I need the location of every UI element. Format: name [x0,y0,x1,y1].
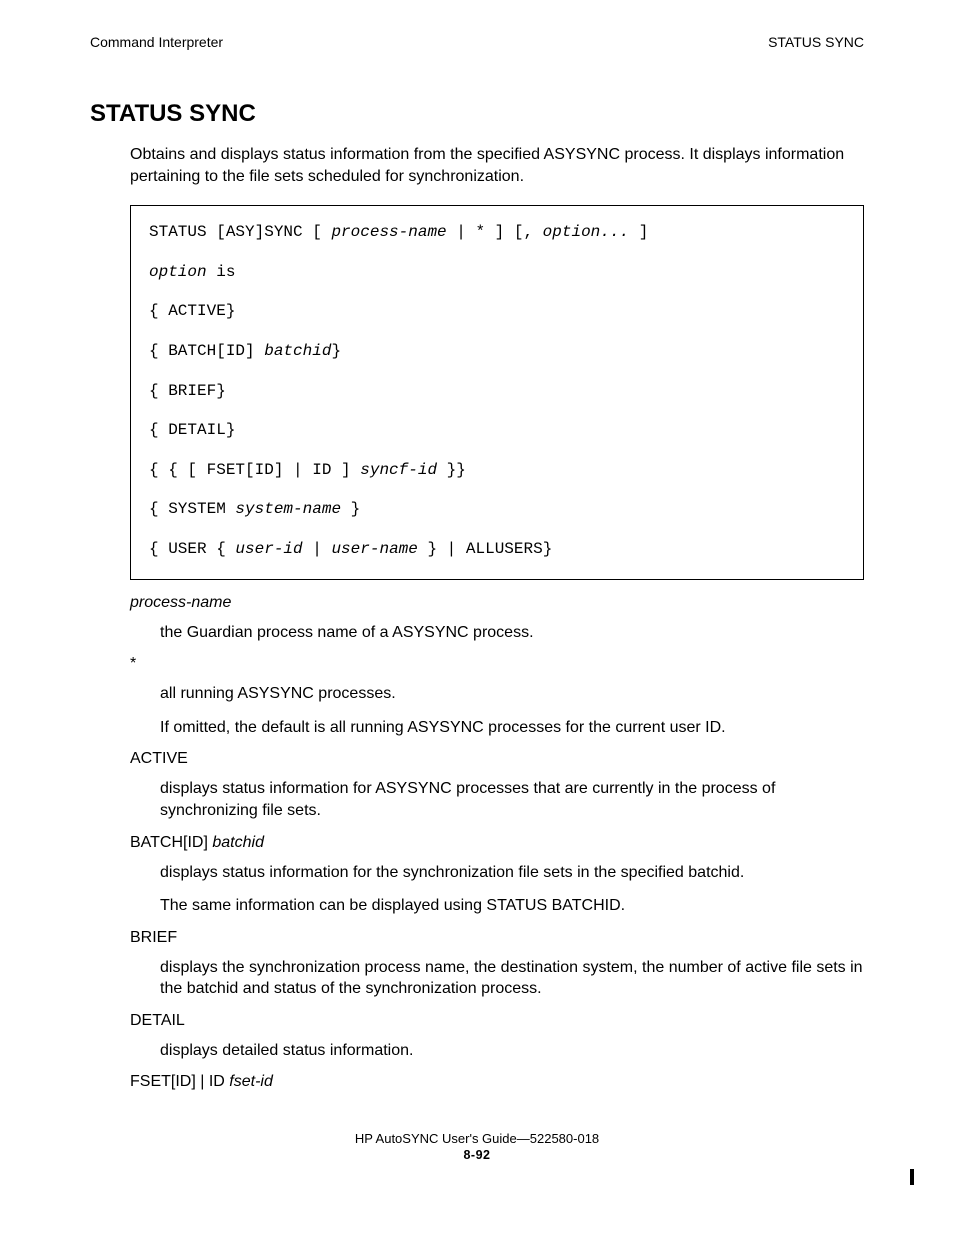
footer-guide-ref: HP AutoSYNC User's Guide—522580-018 [90,1131,864,1146]
term-italic: batchid [212,834,264,851]
syntax-text: } | ALLUSERS} [418,540,552,558]
page-container: Command Interpreter STATUS SYNC STATUS S… [0,0,954,1235]
syntax-line-6: { DETAIL} [149,420,845,442]
syntax-text: { USER { [149,540,235,558]
syntax-text: | * ] [, [447,223,543,241]
syntax-italic: syncf-id [360,461,437,479]
syntax-line-8: { SYSTEM system-name } [149,499,845,521]
term-brief: BRIEF [130,929,864,947]
term-fsetid: FSET[ID] | ID fset-id [130,1073,864,1091]
syntax-text: { SYSTEM [149,500,235,518]
syntax-line-5: { BRIEF} [149,381,845,403]
def-active: displays status information for ASYSYNC … [160,778,864,821]
revision-bar-icon [910,1169,914,1185]
syntax-text: is [207,263,236,281]
syntax-line-2: option is [149,262,845,284]
intro-paragraph: Obtains and displays status information … [130,144,864,187]
syntax-italic: system-name [235,500,341,518]
syntax-text: } [331,342,341,360]
section-title: STATUS SYNC [90,100,864,128]
syntax-text: | [303,540,332,558]
def-batchid-2: The same information can be displayed us… [160,895,864,917]
syntax-text: }} [437,461,466,479]
syntax-italic: option [149,263,207,281]
syntax-italic: batchid [264,342,331,360]
term-asterisk: * [130,655,864,673]
syntax-line-1: STATUS [ASY]SYNC [ process-name | * ] [,… [149,222,845,244]
syntax-text: { BATCH[ID] [149,342,264,360]
term-text: FSET[ID] | ID [130,1073,229,1090]
syntax-text: STATUS [ASY]SYNC [ [149,223,331,241]
syntax-text: } [341,500,360,518]
syntax-italic: user-name [331,540,417,558]
def-brief: displays the synchronization process nam… [160,957,864,1000]
syntax-line-9: { USER { user-id | user-name } | ALLUSER… [149,539,845,561]
term-batchid: BATCH[ID] batchid [130,834,864,852]
def-process-name: the Guardian process name of a ASYSYNC p… [160,622,864,644]
header-left: Command Interpreter [90,34,223,50]
syntax-line-4: { BATCH[ID] batchid} [149,341,845,363]
syntax-text: { { [ FSET[ID] | ID ] [149,461,360,479]
syntax-line-7: { { [ FSET[ID] | ID ] syncf-id }} [149,460,845,482]
syntax-text: ] [629,223,648,241]
def-asterisk-1: all running ASYSYNC processes. [160,683,864,705]
term-active: ACTIVE [130,750,864,768]
syntax-italic: process-name [331,223,446,241]
page-footer: HP AutoSYNC User's Guide—522580-018 8-92 [90,1131,864,1162]
def-detail: displays detailed status information. [160,1040,864,1062]
syntax-italic: option... [543,223,629,241]
definition-list: process-name the Guardian process name o… [130,594,864,1092]
header-right: STATUS SYNC [768,34,864,50]
term-process-name: process-name [130,594,864,612]
term-text: BATCH[ID] [130,834,212,851]
syntax-line-3: { ACTIVE} [149,301,845,323]
term-detail: DETAIL [130,1012,864,1030]
def-batchid-1: displays status information for the sync… [160,862,864,884]
syntax-box: STATUS [ASY]SYNC [ process-name | * ] [,… [130,205,864,579]
term-italic: fset-id [229,1073,273,1090]
footer-page-number: 8-92 [90,1148,864,1162]
def-asterisk-2: If omitted, the default is all running A… [160,717,864,739]
running-header: Command Interpreter STATUS SYNC [90,34,864,50]
syntax-italic: user-id [235,540,302,558]
